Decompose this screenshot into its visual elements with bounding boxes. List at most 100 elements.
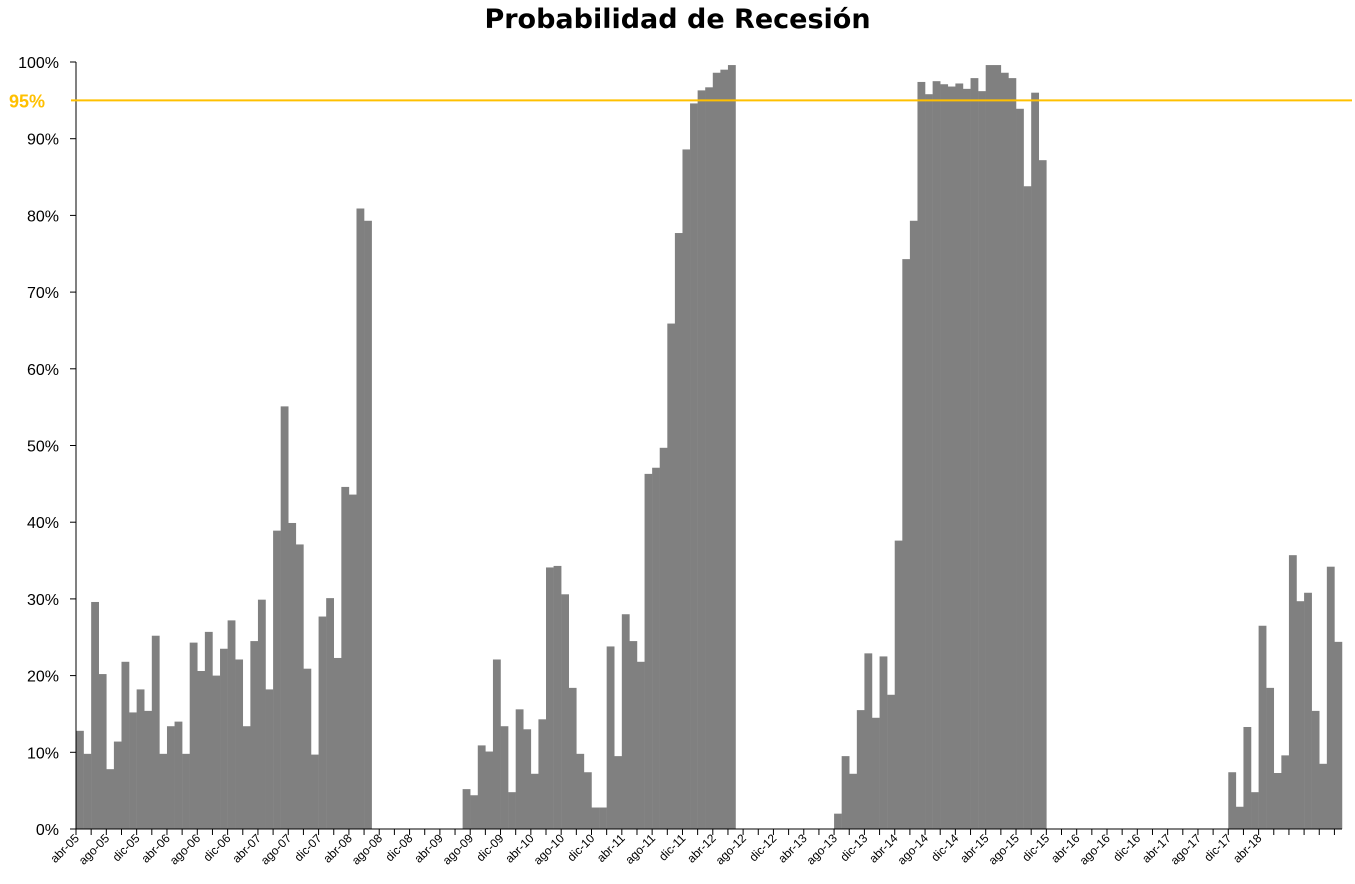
- bar: [235, 659, 244, 829]
- bar: [477, 745, 486, 829]
- bar: [978, 91, 986, 829]
- y-tick-label: 60%: [27, 362, 59, 379]
- x-tick-label: ago-10: [531, 831, 568, 868]
- bar: [189, 642, 198, 829]
- x-tick-label: dic-10: [564, 831, 597, 864]
- bar-series: [76, 65, 1343, 830]
- x-tick-label: abr-10: [502, 831, 537, 866]
- bar: [1281, 755, 1290, 829]
- x-tick-label: dic-17: [1201, 831, 1234, 864]
- y-tick-label: 40%: [27, 515, 59, 532]
- x-tick-label: abr-17: [1139, 831, 1174, 866]
- bar: [1326, 566, 1335, 829]
- bar: [136, 689, 145, 829]
- bar: [204, 631, 213, 829]
- x-tick-label: dic-13: [837, 831, 870, 864]
- x-tick-label: abr-14: [866, 831, 901, 866]
- bar: [720, 69, 729, 830]
- x-tick-label: abr-09: [411, 831, 446, 866]
- bar: [348, 494, 357, 829]
- bar: [621, 614, 630, 829]
- bar: [879, 656, 888, 829]
- bar: [333, 657, 342, 829]
- bar: [470, 795, 479, 829]
- x-tick-label: ago-11: [622, 831, 658, 867]
- bar: [113, 741, 122, 829]
- bar: [1228, 772, 1237, 829]
- bar: [1334, 641, 1343, 829]
- bar: [871, 717, 880, 829]
- bar: [356, 208, 365, 829]
- bar: [606, 646, 615, 829]
- x-tick-label: dic-16: [1110, 831, 1143, 864]
- y-tick-label: 20%: [27, 669, 59, 686]
- bar: [295, 544, 304, 829]
- bar: [462, 789, 471, 829]
- bar: [197, 671, 206, 829]
- bar: [940, 84, 949, 830]
- x-tick-label: ago-13: [804, 831, 841, 868]
- bar: [121, 661, 130, 829]
- x-tick-label: ago-06: [167, 831, 204, 868]
- bar: [1311, 710, 1320, 829]
- x-tick-label: abr-18: [1230, 831, 1265, 866]
- x-tick-label: ago-12: [713, 831, 750, 868]
- bar: [341, 486, 350, 829]
- bar: [1296, 601, 1305, 829]
- bar: [242, 726, 251, 829]
- bar: [599, 807, 607, 829]
- bar: [1258, 625, 1267, 829]
- reference-line-label: 95%: [9, 91, 45, 111]
- bar: [636, 661, 645, 829]
- bar: [917, 81, 926, 829]
- x-tick-label: dic-09: [473, 831, 506, 864]
- bar: [364, 220, 372, 829]
- bar: [993, 65, 1002, 829]
- bar: [553, 565, 562, 829]
- bar: [690, 103, 698, 830]
- bar: [614, 756, 623, 829]
- bar: [583, 772, 592, 829]
- bar: [485, 751, 494, 829]
- x-tick-label: abr-06: [138, 831, 173, 866]
- bar: [667, 323, 676, 829]
- x-tick-label: abr-15: [957, 831, 992, 866]
- bar: [174, 721, 183, 829]
- bar: [166, 726, 175, 829]
- x-tick-label: abr-12: [684, 831, 719, 866]
- bar: [257, 599, 266, 829]
- bar: [288, 522, 297, 829]
- bar: [159, 753, 168, 829]
- y-tick-label: 100%: [18, 55, 59, 72]
- bar: [712, 72, 721, 830]
- x-tick-label: dic-12: [746, 831, 779, 864]
- bar: [212, 675, 221, 829]
- bar: [106, 769, 115, 829]
- bar: [250, 641, 259, 829]
- bar: [985, 65, 994, 829]
- bar: [220, 648, 228, 829]
- bar: [515, 709, 524, 829]
- bar: [492, 659, 501, 829]
- bar: [561, 594, 569, 829]
- bar: [508, 792, 516, 829]
- bar: [98, 674, 107, 829]
- x-tick-label: ago-07: [258, 831, 295, 868]
- bar: [955, 83, 964, 830]
- x-tick-label: dic-08: [382, 831, 415, 864]
- bar: [91, 601, 99, 829]
- bar: [500, 726, 509, 829]
- x-tick-label: abr-08: [320, 831, 355, 866]
- bar: [576, 753, 585, 829]
- x-axis: abr-05ago-05dic-05abr-06ago-06dic-06abr-…: [47, 828, 1342, 868]
- x-tick-label: abr-13: [775, 831, 810, 866]
- y-axis: 0% 10% 20% 30% 40% 50% 60% 70% 80% 90% 100%: [18, 55, 77, 839]
- bar: [962, 88, 971, 830]
- bar: [1243, 726, 1252, 829]
- bar: [1288, 555, 1297, 829]
- x-tick-label: abr-11: [594, 831, 628, 865]
- bar: [864, 653, 873, 829]
- bar: [311, 754, 319, 829]
- x-tick-label: dic-06: [201, 831, 234, 864]
- y-tick-label: 90%: [27, 132, 59, 149]
